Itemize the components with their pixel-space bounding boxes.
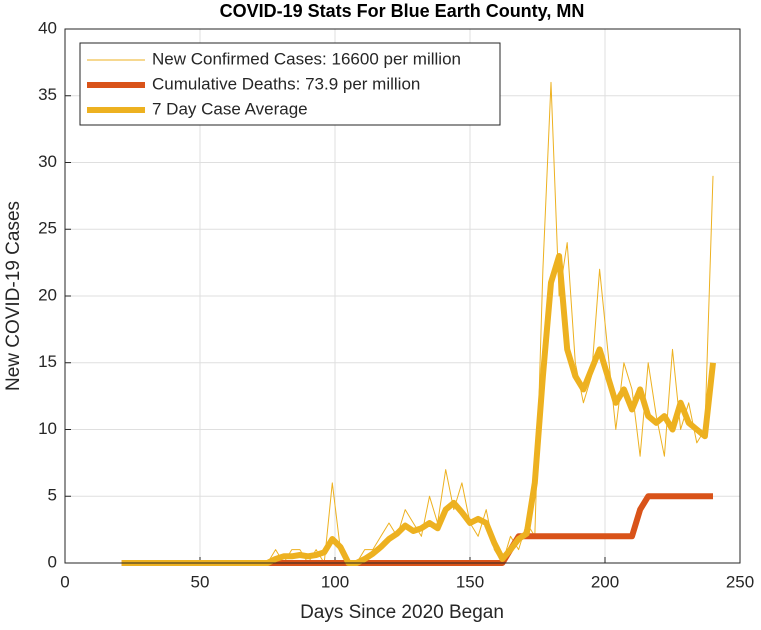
x-tick-label: 100 [321,572,349,591]
x-tick-label: 200 [591,572,619,591]
x-tick-label: 0 [60,572,69,591]
x-tick-label: 150 [456,572,484,591]
y-tick-label: 15 [38,352,57,371]
legend-box [79,42,501,126]
x-tick-label: 50 [191,572,210,591]
plot-frame [64,28,741,564]
y-tick-label: 30 [38,152,57,171]
y-tick-label: 40 [38,18,57,37]
y-axis-label: New COVID-19 Cases [3,201,24,391]
y-tick-label: 25 [38,219,57,238]
legend-label: 7 Day Case Average [152,99,308,118]
y-tick-label: 20 [38,285,57,304]
y-tick-label: 10 [38,419,57,438]
x-tick-label: 250 [726,572,754,591]
y-tick-label: 5 [48,486,57,505]
legend-label: New Confirmed Cases: 16600 per million [152,49,461,68]
x-axis-label: Days Since 2020 Began [300,602,504,623]
y-tick-label: 35 [38,85,57,104]
legend-label: Cumulative Deaths: 73.9 per million [152,74,420,93]
y-tick-label: 0 [48,552,57,571]
chart-title: COVID-19 Stats For Blue Earth County, MN [220,1,585,21]
